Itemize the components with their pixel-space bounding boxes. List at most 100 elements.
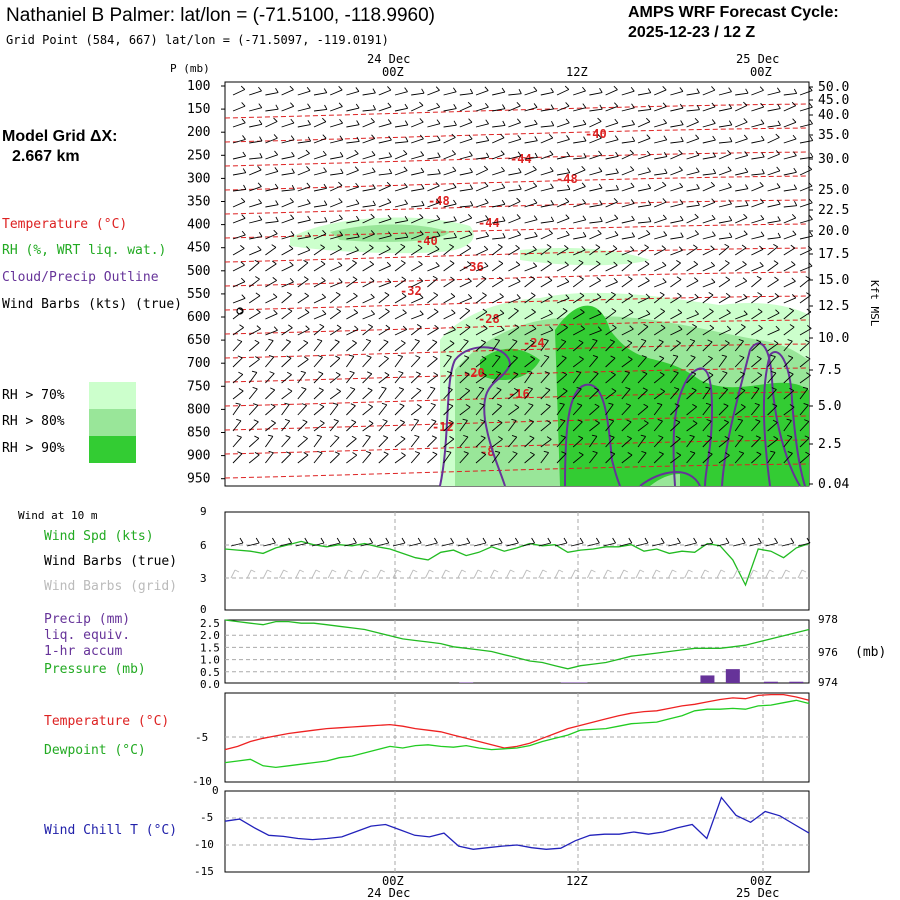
- wind-barb: [492, 170, 505, 176]
- temp-ytick-label: -10: [192, 775, 212, 788]
- wind-barb-flag: [465, 307, 470, 312]
- wind-barb: [394, 295, 407, 304]
- wind-barb-true: [684, 542, 697, 547]
- wind-barb-true: [344, 542, 357, 547]
- wind-barb: [475, 218, 489, 224]
- wind-barb: [589, 187, 603, 192]
- wind-barb-flag: [578, 339, 584, 344]
- wind-barb-flag: [516, 294, 521, 299]
- wind-barb-flag: [401, 276, 407, 281]
- wind-barb-flag: [547, 276, 553, 281]
- wind-barb-flag: [289, 198, 294, 203]
- wind-barb-true-flag: [288, 537, 292, 544]
- wind-barb-flag: [370, 230, 375, 235]
- wind-barb-flag: [257, 166, 262, 171]
- wind-barb: [346, 169, 359, 176]
- wind-barb: [670, 295, 682, 304]
- wind-barb: [411, 217, 424, 224]
- wind-barb: [297, 219, 311, 224]
- wind-barb: [443, 108, 457, 112]
- wind-barb-flag: [598, 167, 603, 172]
- height-tick-label: 20.0: [818, 224, 849, 239]
- wind-barb-flag: [722, 370, 728, 374]
- wind-barb: [265, 137, 278, 144]
- wind-barb: [653, 294, 665, 304]
- wind-barb-flag: [756, 355, 762, 360]
- wind-barb: [540, 91, 554, 96]
- wind-barb: [248, 388, 258, 400]
- wind-barb-flag: [806, 308, 812, 313]
- wind-barb-grid: [392, 569, 398, 579]
- wind-barb-true-flag: [660, 537, 665, 544]
- wind-barb-grid-flag: [623, 569, 629, 573]
- height-tick-label: 30.0: [818, 152, 849, 167]
- wind-barb-flag: [609, 435, 615, 438]
- wind-barb: [459, 280, 472, 288]
- wind-barb: [670, 153, 683, 160]
- wind-barb-flag: [726, 309, 731, 314]
- wind-barb-flag: [739, 371, 745, 375]
- wind-barb-flag: [352, 452, 358, 456]
- wind-barb-flag: [711, 102, 716, 108]
- wind-barb-flag: [436, 119, 441, 124]
- precip-bar: [725, 669, 740, 683]
- precip-bar: [573, 682, 588, 683]
- bottom-00z-1: 00Z: [382, 874, 404, 888]
- wind-barb: [427, 311, 439, 320]
- wind-barb-flag: [804, 339, 810, 343]
- wind-barb: [799, 341, 810, 352]
- wind-barb: [459, 205, 473, 208]
- wind-barb: [313, 436, 323, 448]
- wind-barb-flag: [613, 198, 618, 203]
- wind-barb: [751, 235, 765, 240]
- wind-barb: [751, 218, 764, 224]
- wind-barb: [459, 171, 473, 176]
- wind-barb: [524, 311, 536, 320]
- wind-barb-flag: [350, 403, 356, 407]
- wind-barb: [735, 188, 749, 192]
- wind-barb-flag: [566, 135, 570, 140]
- wind-barb: [734, 357, 745, 368]
- wind-barb: [248, 311, 261, 320]
- wind-barb-flag: [642, 387, 648, 391]
- wind-barb-flag: [724, 243, 730, 248]
- wind-barb: [573, 157, 587, 160]
- wind-barb: [670, 140, 684, 144]
- pressure-tick-label: 100: [187, 79, 210, 94]
- wind-barb: [313, 406, 325, 416]
- wind-barb-flag: [696, 200, 700, 206]
- wind-barb: [249, 107, 262, 112]
- wind-barb: [394, 372, 404, 384]
- wind-barb: [605, 172, 619, 176]
- wind-barb-flag: [677, 309, 683, 314]
- wind-barb-flag: [307, 232, 311, 237]
- wind-barb-true-flag: [466, 537, 471, 544]
- wind-barb-flag: [241, 102, 246, 107]
- wind-barb-flag: [543, 338, 549, 341]
- wind-barb: [637, 389, 648, 400]
- wind-barb-flag: [500, 133, 505, 139]
- wind-barb: [702, 156, 716, 160]
- wind-barb: [330, 281, 343, 288]
- wind-barb: [556, 404, 565, 416]
- wind-barb-flag: [631, 215, 635, 221]
- wind-barb: [589, 204, 603, 208]
- wind-barb: [394, 312, 407, 320]
- wind-barb-flag: [336, 324, 342, 329]
- wind-barb: [751, 404, 760, 416]
- wind-barb: [637, 221, 651, 224]
- wind-barb-flag: [468, 134, 473, 140]
- wind-barb-flag: [582, 103, 587, 108]
- wind-barb-true: [247, 542, 260, 547]
- legend-cloud: Cloud/Precip Outline: [2, 270, 159, 285]
- wind-barb: [281, 310, 293, 320]
- wind-barb-flag: [287, 308, 293, 312]
- wind-barb: [248, 454, 260, 464]
- chill-ytick-label: -5: [200, 811, 213, 824]
- wind-barb: [330, 265, 343, 272]
- wind-barb-flag: [498, 436, 503, 440]
- wind-barb-flag: [304, 309, 310, 313]
- wind-barb: [508, 281, 521, 288]
- wind-barb: [492, 237, 506, 240]
- wind-barb: [508, 201, 521, 208]
